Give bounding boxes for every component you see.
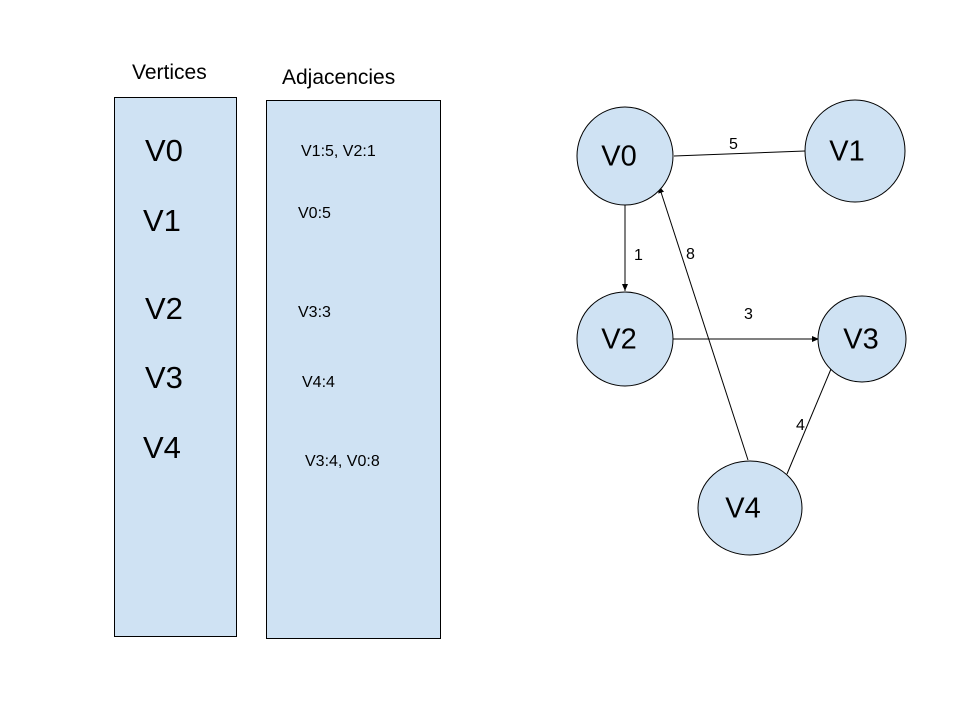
edge-v4-v0 — [658, 185, 749, 461]
adjacency-v2: V3:3 — [298, 304, 331, 321]
adjacency-v0: V1:5, V2:1 — [301, 143, 376, 160]
adjacency-v4: V3:4, V0:8 — [305, 453, 380, 470]
graph-node-v4: V4 — [697, 460, 803, 556]
node-label-v2: V2 — [601, 324, 636, 356]
adjacency-v1: V0:5 — [298, 205, 331, 222]
edge-weight-v0-v1: 5 — [729, 136, 738, 153]
node-label-v0: V0 — [601, 141, 636, 173]
vertex-label-v4: V4 — [143, 430, 181, 465]
node-label-v3: V3 — [843, 324, 878, 356]
vertex-label-v2: V2 — [145, 291, 183, 326]
node-label-v4: V4 — [725, 493, 760, 525]
adjacencies-panel — [266, 100, 441, 639]
adjacency-v3: V4:4 — [302, 374, 335, 391]
vertices-panel — [114, 97, 237, 637]
edge-weight-v0-v2: 1 — [634, 247, 643, 264]
graph-node-v1: V1 — [804, 99, 906, 203]
graph-node-v3: V3 — [817, 295, 907, 383]
edge-v3-v4 — [786, 368, 832, 475]
edge-v0-v1 — [673, 150, 806, 157]
vertex-label-v1: V1 — [143, 203, 181, 238]
adjacencies-heading: Adjacencies — [282, 66, 396, 89]
graph-node-v2: V2 — [576, 291, 674, 387]
vertex-label-v0: V0 — [145, 133, 183, 168]
edge-weight-v4-v0: 8 — [686, 246, 695, 263]
graph-node-v0: V0 — [576, 106, 674, 206]
vertices-heading: Vertices — [132, 61, 207, 84]
node-label-v1: V1 — [829, 136, 864, 168]
edge-weight-v3-v4: 4 — [796, 417, 805, 434]
edge-weight-v2-v3: 3 — [744, 306, 753, 323]
vertex-label-v3: V3 — [145, 360, 183, 395]
